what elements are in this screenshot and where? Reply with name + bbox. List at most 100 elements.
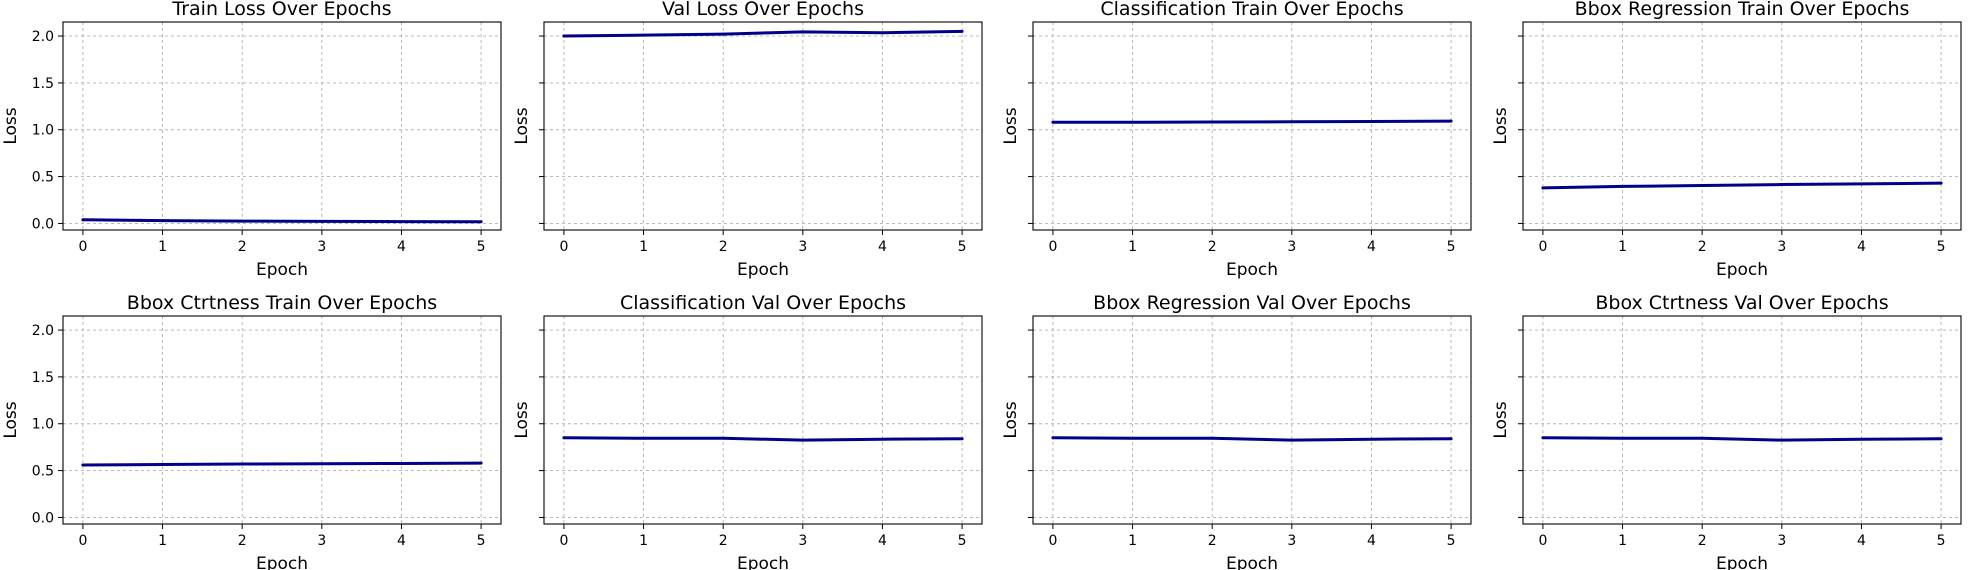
loss-line bbox=[81, 218, 483, 224]
x-tick-label: 1 bbox=[1618, 533, 1627, 549]
data-point bbox=[1290, 438, 1294, 442]
y-axis-label: Loss bbox=[1001, 107, 1021, 144]
data-point bbox=[1860, 437, 1863, 441]
data-point bbox=[479, 220, 483, 224]
data-point bbox=[1860, 182, 1863, 186]
data-point bbox=[562, 436, 566, 440]
x-tick-label: 2 bbox=[1208, 533, 1217, 549]
subplot-title: Classification Train Over Epochs bbox=[1100, 0, 1403, 20]
loss-line bbox=[562, 436, 964, 442]
y-tick-label: 1.0 bbox=[32, 417, 54, 433]
x-tick-label: 3 bbox=[317, 533, 326, 549]
x-tick-label: 1 bbox=[1128, 533, 1137, 549]
data-point bbox=[1051, 120, 1055, 124]
y-axis-label: Loss bbox=[1, 107, 21, 144]
x-tick-label: 4 bbox=[1367, 533, 1376, 549]
x-tick-label: 1 bbox=[1618, 239, 1627, 255]
data-point bbox=[1621, 436, 1624, 440]
data-point bbox=[1780, 183, 1784, 186]
x-tick-label: 5 bbox=[1447, 533, 1456, 549]
x-axis-label: Epoch bbox=[737, 554, 789, 570]
plot-frame bbox=[62, 21, 502, 231]
subplot-title: Classification Val Over Epochs bbox=[620, 292, 906, 314]
data-point bbox=[1370, 120, 1373, 123]
subplot-title: Val Loss Over Epochs bbox=[662, 0, 864, 20]
data-point bbox=[1700, 184, 1704, 187]
y-axis-label: Loss bbox=[512, 107, 532, 144]
x-tick-label: 4 bbox=[397, 239, 406, 255]
data-point bbox=[1541, 436, 1545, 440]
data-point bbox=[1449, 119, 1453, 123]
subplot-title: Bbox Regression Train Over Epochs bbox=[1575, 0, 1910, 20]
x-tick-label: 3 bbox=[1287, 239, 1296, 255]
y-tick-label: 1.0 bbox=[32, 123, 54, 139]
data-point bbox=[1621, 185, 1624, 188]
y-axis-label: Loss bbox=[1001, 401, 1021, 438]
subplot-4: Bbox Regression Train Over Epochs 0 1 2 3 4 5 E… bbox=[1491, 0, 1962, 280]
y-axis-label: Loss bbox=[512, 401, 532, 438]
x-tick-label: 1 bbox=[158, 533, 167, 549]
data-point bbox=[960, 29, 964, 33]
x-tick-label: 4 bbox=[397, 533, 406, 549]
x-tick-label: 3 bbox=[798, 239, 807, 255]
data-point bbox=[161, 463, 164, 466]
x-tick-label: 4 bbox=[878, 239, 887, 255]
x-tick-label: 5 bbox=[477, 239, 486, 255]
data-point bbox=[240, 219, 244, 223]
subplot-title: Bbox Regression Val Over Epochs bbox=[1093, 292, 1411, 314]
data-point bbox=[721, 32, 725, 36]
y-tick-label: 1.5 bbox=[32, 370, 54, 386]
loss-line bbox=[81, 461, 483, 467]
subplot-title: Bbox Ctrtness Val Over Epochs bbox=[1595, 292, 1888, 314]
data-point bbox=[479, 461, 483, 465]
data-point bbox=[1131, 120, 1134, 124]
y-axis-label: Loss bbox=[1, 401, 21, 438]
y-tick-label: 0.0 bbox=[32, 216, 54, 232]
data-point bbox=[1131, 436, 1134, 440]
data-point bbox=[1939, 181, 1943, 185]
data-point bbox=[1290, 120, 1294, 124]
x-tick-label: 4 bbox=[1857, 533, 1866, 549]
x-tick-label: 3 bbox=[798, 533, 807, 549]
data-point bbox=[1449, 437, 1453, 441]
x-tick-label: 0 bbox=[1048, 239, 1057, 255]
x-tick-label: 2 bbox=[238, 239, 247, 255]
data-point bbox=[1541, 186, 1545, 190]
x-tick-label: 5 bbox=[958, 239, 967, 255]
y-tick-label: 2.0 bbox=[32, 29, 54, 45]
x-tick-label: 3 bbox=[1777, 533, 1786, 549]
x-tick-label: 5 bbox=[1447, 239, 1456, 255]
data-point bbox=[881, 31, 884, 35]
subplot-2: Val Loss Over Epochs 0 1 2 3 4 5 Epoch Loss bbox=[512, 0, 983, 280]
x-axis-label: Epoch bbox=[1716, 554, 1768, 570]
plot-frame bbox=[543, 21, 983, 231]
x-tick-label: 1 bbox=[1128, 239, 1137, 255]
data-point bbox=[81, 463, 85, 467]
data-point bbox=[81, 218, 85, 222]
data-point bbox=[320, 219, 324, 223]
x-tick-label: 0 bbox=[1048, 533, 1057, 549]
x-axis-label: Epoch bbox=[1226, 554, 1278, 570]
data-point bbox=[642, 33, 645, 37]
plot-frame bbox=[543, 315, 983, 525]
x-tick-label: 4 bbox=[1367, 239, 1376, 255]
subplot-3: Classification Train Over Epochs 0 1 2 3 4 5 Ep… bbox=[1001, 0, 1472, 280]
y-tick-label: 1.5 bbox=[32, 76, 54, 92]
data-point bbox=[1051, 436, 1055, 440]
plot-frame bbox=[62, 315, 502, 525]
loss-line bbox=[1051, 119, 1453, 124]
data-point bbox=[562, 34, 566, 38]
data-point bbox=[801, 30, 805, 34]
x-tick-label: 5 bbox=[477, 533, 486, 549]
x-tick-label: 4 bbox=[1857, 239, 1866, 255]
x-tick-label: 0 bbox=[78, 239, 87, 255]
x-tick-label: 4 bbox=[878, 533, 887, 549]
plot-frame bbox=[1032, 21, 1472, 231]
data-point bbox=[1370, 437, 1373, 441]
x-tick-label: 2 bbox=[719, 533, 728, 549]
plot-frame bbox=[1522, 21, 1962, 231]
data-point bbox=[881, 437, 884, 441]
x-tick-label: 0 bbox=[559, 239, 568, 255]
x-tick-label: 0 bbox=[559, 533, 568, 549]
